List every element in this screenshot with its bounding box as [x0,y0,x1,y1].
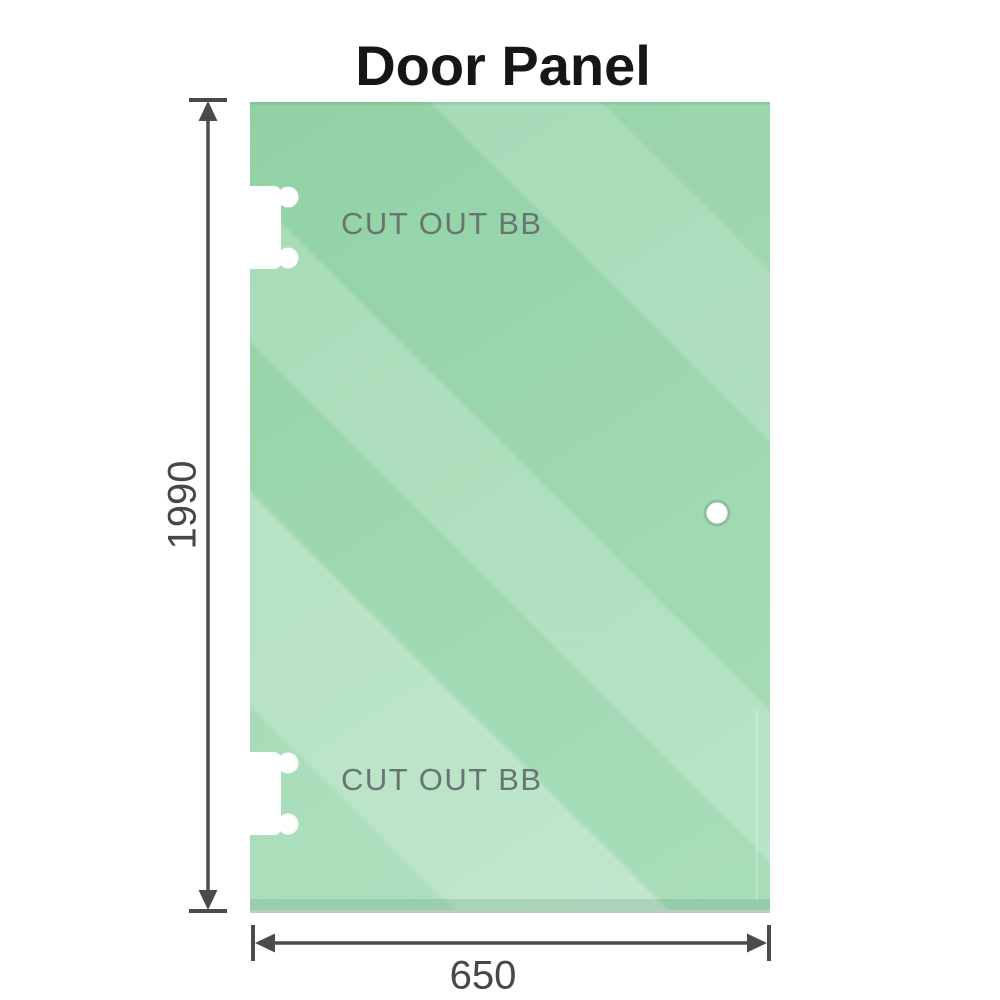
glass-top-edge [250,102,770,105]
width-dimension [251,925,771,961]
width-dimension-label: 650 [449,953,517,998]
diagram-title: Door Panel [355,34,651,97]
width-dimension-arrow-right-icon [747,933,767,953]
glass-panel [250,102,770,913]
height-dimension-arrow-up-icon [198,101,218,121]
hinge-cutout-top [243,186,299,269]
handle-hole [703,499,731,527]
glass-bottom-edge [250,899,770,912]
cutout-top-label: CUT OUT BB [341,206,543,241]
hinge-cutout-bottom [243,752,299,835]
height-dimension-arrow-down-icon [198,890,218,910]
width-dimension-arrow-left-icon [255,933,275,953]
height-dimension-label: 1990 [160,460,205,550]
cutout-bottom-label: CUT OUT BB [341,762,543,797]
glass-bottom-edge-line [250,910,770,913]
height-dimension [189,98,227,913]
glass-reflection-line [756,710,758,900]
